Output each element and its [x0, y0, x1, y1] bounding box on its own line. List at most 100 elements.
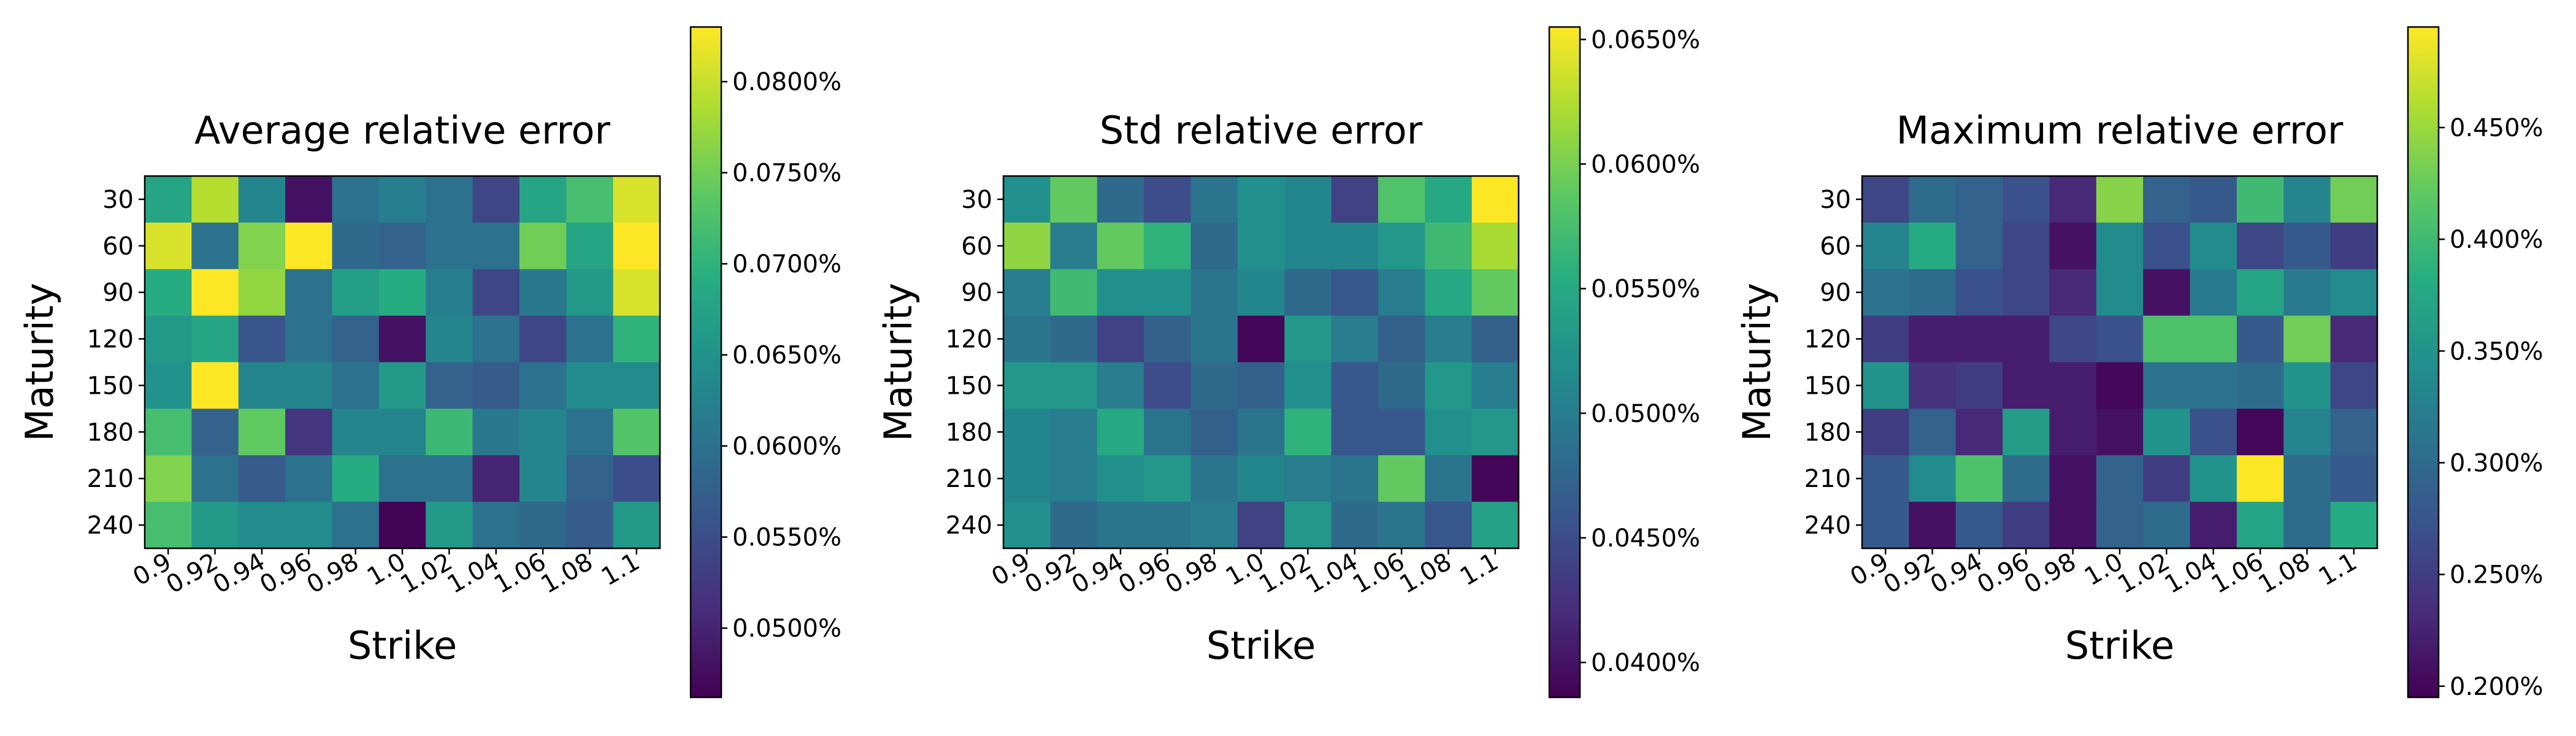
heatmap-cell	[1003, 362, 1051, 409]
heatmap-cell	[238, 176, 286, 223]
colorbar-tick-label: 0.250%	[2450, 561, 2543, 589]
heatmap-cell	[1237, 455, 1285, 502]
heatmap-cell	[1284, 222, 1332, 270]
heatmap-cell	[1955, 455, 2003, 502]
heatmap-cell	[2096, 176, 2144, 223]
heatmap-cell	[1237, 362, 1285, 409]
y-tick-label: 180	[1804, 418, 1851, 447]
heatmap-cell	[145, 222, 192, 270]
heatmap-cell	[426, 222, 473, 270]
colorbar-tick-label: 0.350%	[2450, 337, 2543, 366]
heatmap-cell	[1050, 315, 1098, 363]
colorbar-tick-label: 0.0650%	[1591, 26, 1700, 54]
colorbar-gradient	[689, 26, 723, 699]
heatmap-cell	[332, 455, 380, 502]
heatmap-cell	[2003, 408, 2050, 456]
heatmap-cell	[566, 315, 614, 363]
heatmap-cell	[191, 269, 239, 316]
heatmap-cell	[2003, 502, 2050, 549]
heatmap-cell	[2049, 315, 2097, 363]
colorbar: 0.200% 0.250% 0.300% 0.350% 0.400% 0.450%	[2407, 26, 2543, 701]
heatmap-cell	[2096, 362, 2144, 409]
heatmap-cell	[1144, 362, 1192, 409]
x-tick-label: 0.98	[302, 548, 364, 599]
heatmap-cell	[285, 176, 333, 223]
heatmap-cell	[1050, 455, 1098, 502]
colorbar-tick-label: 0.0550%	[732, 524, 841, 552]
heatmap-cell	[378, 362, 426, 409]
heatmap-cell	[472, 176, 520, 223]
y-tick-label: 210	[946, 465, 992, 493]
colorbar-tick-label: 0.450%	[2450, 114, 2543, 142]
y-tick-label: 90	[1820, 279, 1851, 307]
heatmap-cell	[1471, 269, 1519, 316]
chart-title: Std relative error	[1100, 108, 1423, 153]
heatmap-cell	[1378, 455, 1425, 502]
heatmap-cell	[332, 315, 380, 363]
heatmap-cell	[566, 362, 614, 409]
panel-avg-error: Average relative error 30 60 90 120 150 180 210…	[17, 26, 841, 699]
heatmap-cell	[1097, 176, 1144, 223]
heatmap-cell	[378, 408, 426, 456]
heatmap-cell	[2143, 455, 2191, 502]
heatmap-cell	[378, 176, 426, 223]
heatmap-cell	[472, 408, 520, 456]
heatmap-cell	[1097, 362, 1144, 409]
heatmap-cell	[1190, 362, 1238, 409]
y-tick-label: 120	[87, 326, 134, 354]
heatmap-cell	[519, 455, 567, 502]
colorbar-tick-label: 0.0450%	[1591, 524, 1700, 553]
heatmap-cell	[1331, 269, 1379, 316]
colorbar-gradient	[1548, 26, 1581, 699]
heatmap-cell	[2049, 362, 2097, 409]
heatmap-cell	[1284, 455, 1332, 502]
heatmap-cell	[238, 455, 286, 502]
heatmap-cell	[2143, 176, 2191, 223]
heatmap-cell	[426, 408, 473, 456]
heatmap-cell	[2190, 315, 2237, 363]
heatmap-cell	[566, 455, 614, 502]
heatmap-cell	[426, 455, 473, 502]
heatmap-cell	[566, 222, 614, 270]
heatmap-cell	[2283, 408, 2331, 456]
heatmap-cell	[472, 315, 520, 363]
heatmap-cell	[566, 269, 614, 316]
heatmap-cell	[238, 315, 286, 363]
colorbar-tick-label: 0.400%	[2450, 226, 2543, 254]
heatmap-cell	[285, 408, 333, 456]
heatmap-cell	[1284, 408, 1332, 456]
heatmap-cell	[1097, 502, 1144, 549]
heatmap-cell	[2236, 362, 2284, 409]
heatmap-cell	[1471, 455, 1519, 502]
heatmap-cell	[613, 176, 661, 223]
heatmap-cell	[2003, 269, 2050, 316]
heatmap-cell	[2143, 362, 2191, 409]
heatmap-cell	[191, 455, 239, 502]
heatmap-cell	[238, 269, 286, 316]
heatmap-cell	[1284, 502, 1332, 549]
heatmap-cell	[1331, 222, 1379, 270]
y-tick-label: 90	[961, 279, 992, 307]
heatmap-cell	[145, 502, 192, 549]
heatmap-cell	[1144, 408, 1192, 456]
x-axis-label: Strike	[348, 623, 457, 668]
heatmap-cell	[378, 222, 426, 270]
heatmap-cell	[1471, 176, 1519, 223]
heatmap-cell	[332, 408, 380, 456]
heatmap-cell	[2049, 455, 2097, 502]
heatmap-cell	[332, 222, 380, 270]
heatmap-cell	[613, 315, 661, 363]
heatmap-cell	[2283, 315, 2331, 363]
y-tick-label: 150	[87, 372, 134, 400]
heatmap-cell	[378, 455, 426, 502]
heatmap-cell	[1284, 362, 1332, 409]
heatmap-cell	[1425, 269, 1473, 316]
heatmap-cell	[1003, 269, 1051, 316]
heatmap-cell	[1144, 502, 1192, 549]
heatmap-cell	[1190, 222, 1238, 270]
heatmap-cell	[1237, 222, 1285, 270]
heatmap-cell	[2330, 502, 2378, 549]
heatmap-cell	[1862, 362, 1909, 409]
colorbar-tick-label: 0.0600%	[1591, 150, 1700, 178]
x-tick-label: 1.08	[536, 548, 597, 599]
